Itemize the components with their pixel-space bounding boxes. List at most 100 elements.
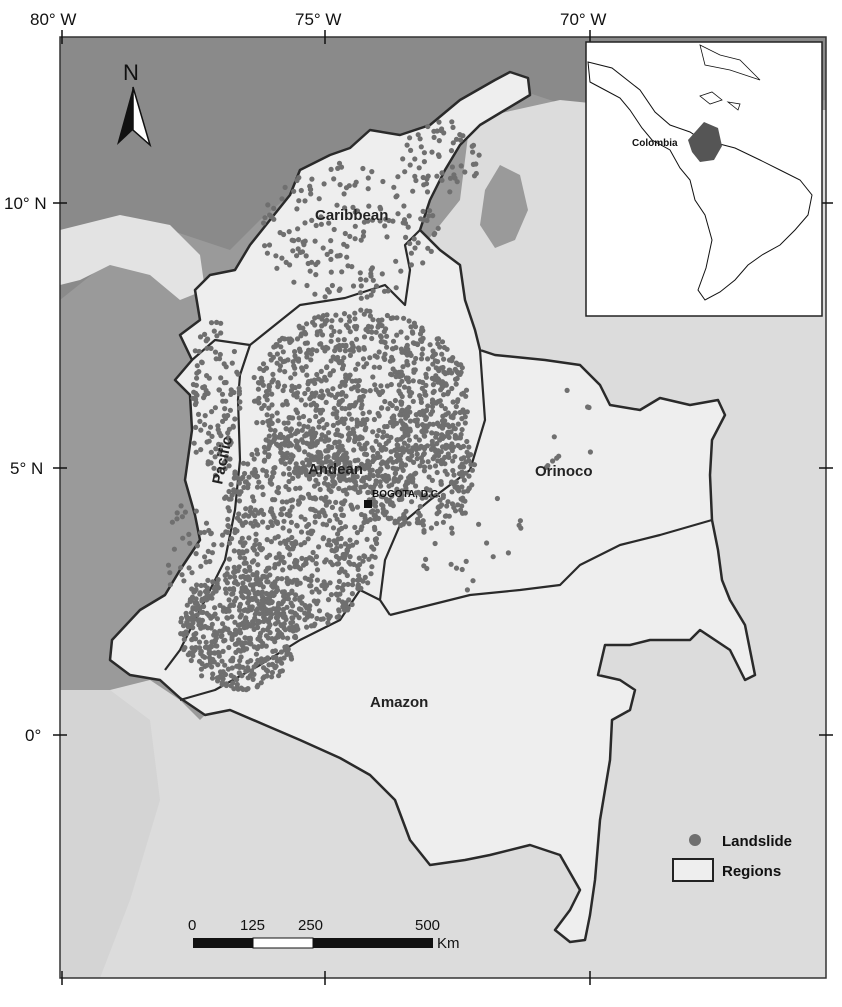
landslide-point bbox=[231, 569, 237, 576]
landslide-point bbox=[229, 360, 235, 366]
landslide-point bbox=[378, 405, 385, 411]
landslide-point bbox=[423, 556, 429, 563]
landslide-point bbox=[231, 574, 238, 580]
landslide-point bbox=[347, 460, 353, 466]
landslide-point bbox=[231, 587, 237, 593]
landslide-point bbox=[400, 364, 406, 370]
landslide-point bbox=[294, 428, 301, 434]
landslide-point bbox=[308, 351, 315, 357]
landslide-point bbox=[308, 191, 314, 197]
landslide-point bbox=[314, 371, 320, 378]
landslide-point bbox=[264, 250, 270, 256]
landslide-point bbox=[452, 454, 458, 460]
landslide-point bbox=[450, 124, 456, 130]
landslide-point bbox=[357, 270, 363, 276]
landslide-point bbox=[294, 581, 300, 588]
landslide-point bbox=[178, 565, 184, 571]
landslide-point bbox=[275, 490, 281, 496]
landslide-point bbox=[278, 656, 284, 662]
landslide-point bbox=[417, 393, 423, 399]
landslide-point bbox=[354, 539, 360, 545]
landslide-point bbox=[204, 345, 210, 351]
landslide-point bbox=[269, 669, 275, 676]
landslide-point bbox=[374, 433, 380, 439]
landslide-point bbox=[336, 287, 342, 293]
landslide-point bbox=[349, 591, 355, 597]
landslide-point bbox=[214, 675, 220, 681]
landslide-point bbox=[313, 496, 319, 502]
landslide-point bbox=[361, 334, 368, 340]
landslide-point bbox=[288, 426, 294, 432]
landslide-point bbox=[205, 548, 211, 555]
lat-label-0: 0° bbox=[25, 726, 41, 745]
landslide-point bbox=[306, 418, 313, 424]
landslide-point bbox=[320, 466, 326, 472]
landslide-point bbox=[259, 546, 265, 552]
landslide-point bbox=[242, 640, 248, 646]
landslide-point bbox=[215, 423, 221, 429]
landslide-point bbox=[254, 451, 261, 457]
landslide-point bbox=[434, 441, 440, 447]
landslide-point bbox=[245, 481, 251, 488]
landslide-point bbox=[432, 540, 438, 547]
landslide-point bbox=[271, 514, 277, 521]
landslide-point bbox=[407, 240, 413, 247]
landslide-point bbox=[307, 396, 313, 402]
landslide-point bbox=[272, 428, 278, 434]
landslide-point bbox=[217, 351, 223, 358]
landslide-point bbox=[464, 587, 470, 593]
landslide-point bbox=[336, 556, 342, 562]
landslide-point bbox=[254, 474, 260, 480]
landslide-point bbox=[180, 630, 186, 637]
landslide-point bbox=[264, 537, 270, 543]
landslide-point bbox=[349, 504, 355, 510]
landslide-point bbox=[406, 521, 412, 527]
landslide-point bbox=[277, 367, 283, 373]
landslide-point bbox=[325, 447, 331, 453]
landslide-point bbox=[368, 267, 374, 273]
landslide-point bbox=[248, 641, 254, 647]
landslide-point bbox=[293, 407, 299, 413]
landslide-point bbox=[376, 530, 382, 537]
landslide-point bbox=[211, 542, 217, 548]
landslide-point bbox=[295, 226, 301, 232]
landslide-point bbox=[518, 525, 524, 531]
landslide-point bbox=[264, 673, 270, 679]
landslide-point bbox=[421, 159, 427, 165]
landslide-point bbox=[463, 558, 469, 565]
landslide-point bbox=[214, 616, 220, 622]
landslide-point bbox=[243, 512, 249, 518]
landslide-point bbox=[351, 447, 357, 453]
landslide-point bbox=[455, 421, 461, 427]
landslide-point bbox=[265, 635, 271, 641]
landslide-point bbox=[401, 217, 408, 223]
landslide-point bbox=[302, 617, 308, 623]
landslide-point bbox=[215, 662, 221, 668]
landslide-point bbox=[222, 406, 228, 412]
landslide-point bbox=[256, 400, 262, 406]
landslide-point bbox=[419, 351, 425, 357]
landslide-point bbox=[262, 243, 268, 249]
landslide-point bbox=[350, 204, 356, 210]
landslide-point bbox=[258, 375, 264, 381]
landslide-point bbox=[347, 477, 353, 483]
landslide-point bbox=[347, 318, 353, 324]
landslide-point bbox=[463, 459, 469, 465]
landslide-point bbox=[204, 610, 210, 617]
landslide-point bbox=[273, 253, 279, 259]
landslide-point bbox=[247, 582, 254, 588]
landslide-point bbox=[437, 398, 443, 404]
landslide-point bbox=[268, 357, 274, 363]
landslide-point bbox=[435, 225, 441, 231]
landslide-point bbox=[459, 484, 465, 490]
landslide-point bbox=[214, 333, 220, 339]
landslide-point bbox=[201, 529, 207, 535]
landslide-point bbox=[303, 253, 309, 259]
landslide-point bbox=[329, 444, 335, 450]
landslide-point bbox=[288, 519, 294, 526]
landslide-point bbox=[402, 514, 408, 521]
inset-colombia bbox=[688, 122, 722, 162]
landslide-point bbox=[406, 385, 412, 391]
landslide-point bbox=[384, 312, 390, 319]
landslide-point bbox=[207, 424, 214, 430]
